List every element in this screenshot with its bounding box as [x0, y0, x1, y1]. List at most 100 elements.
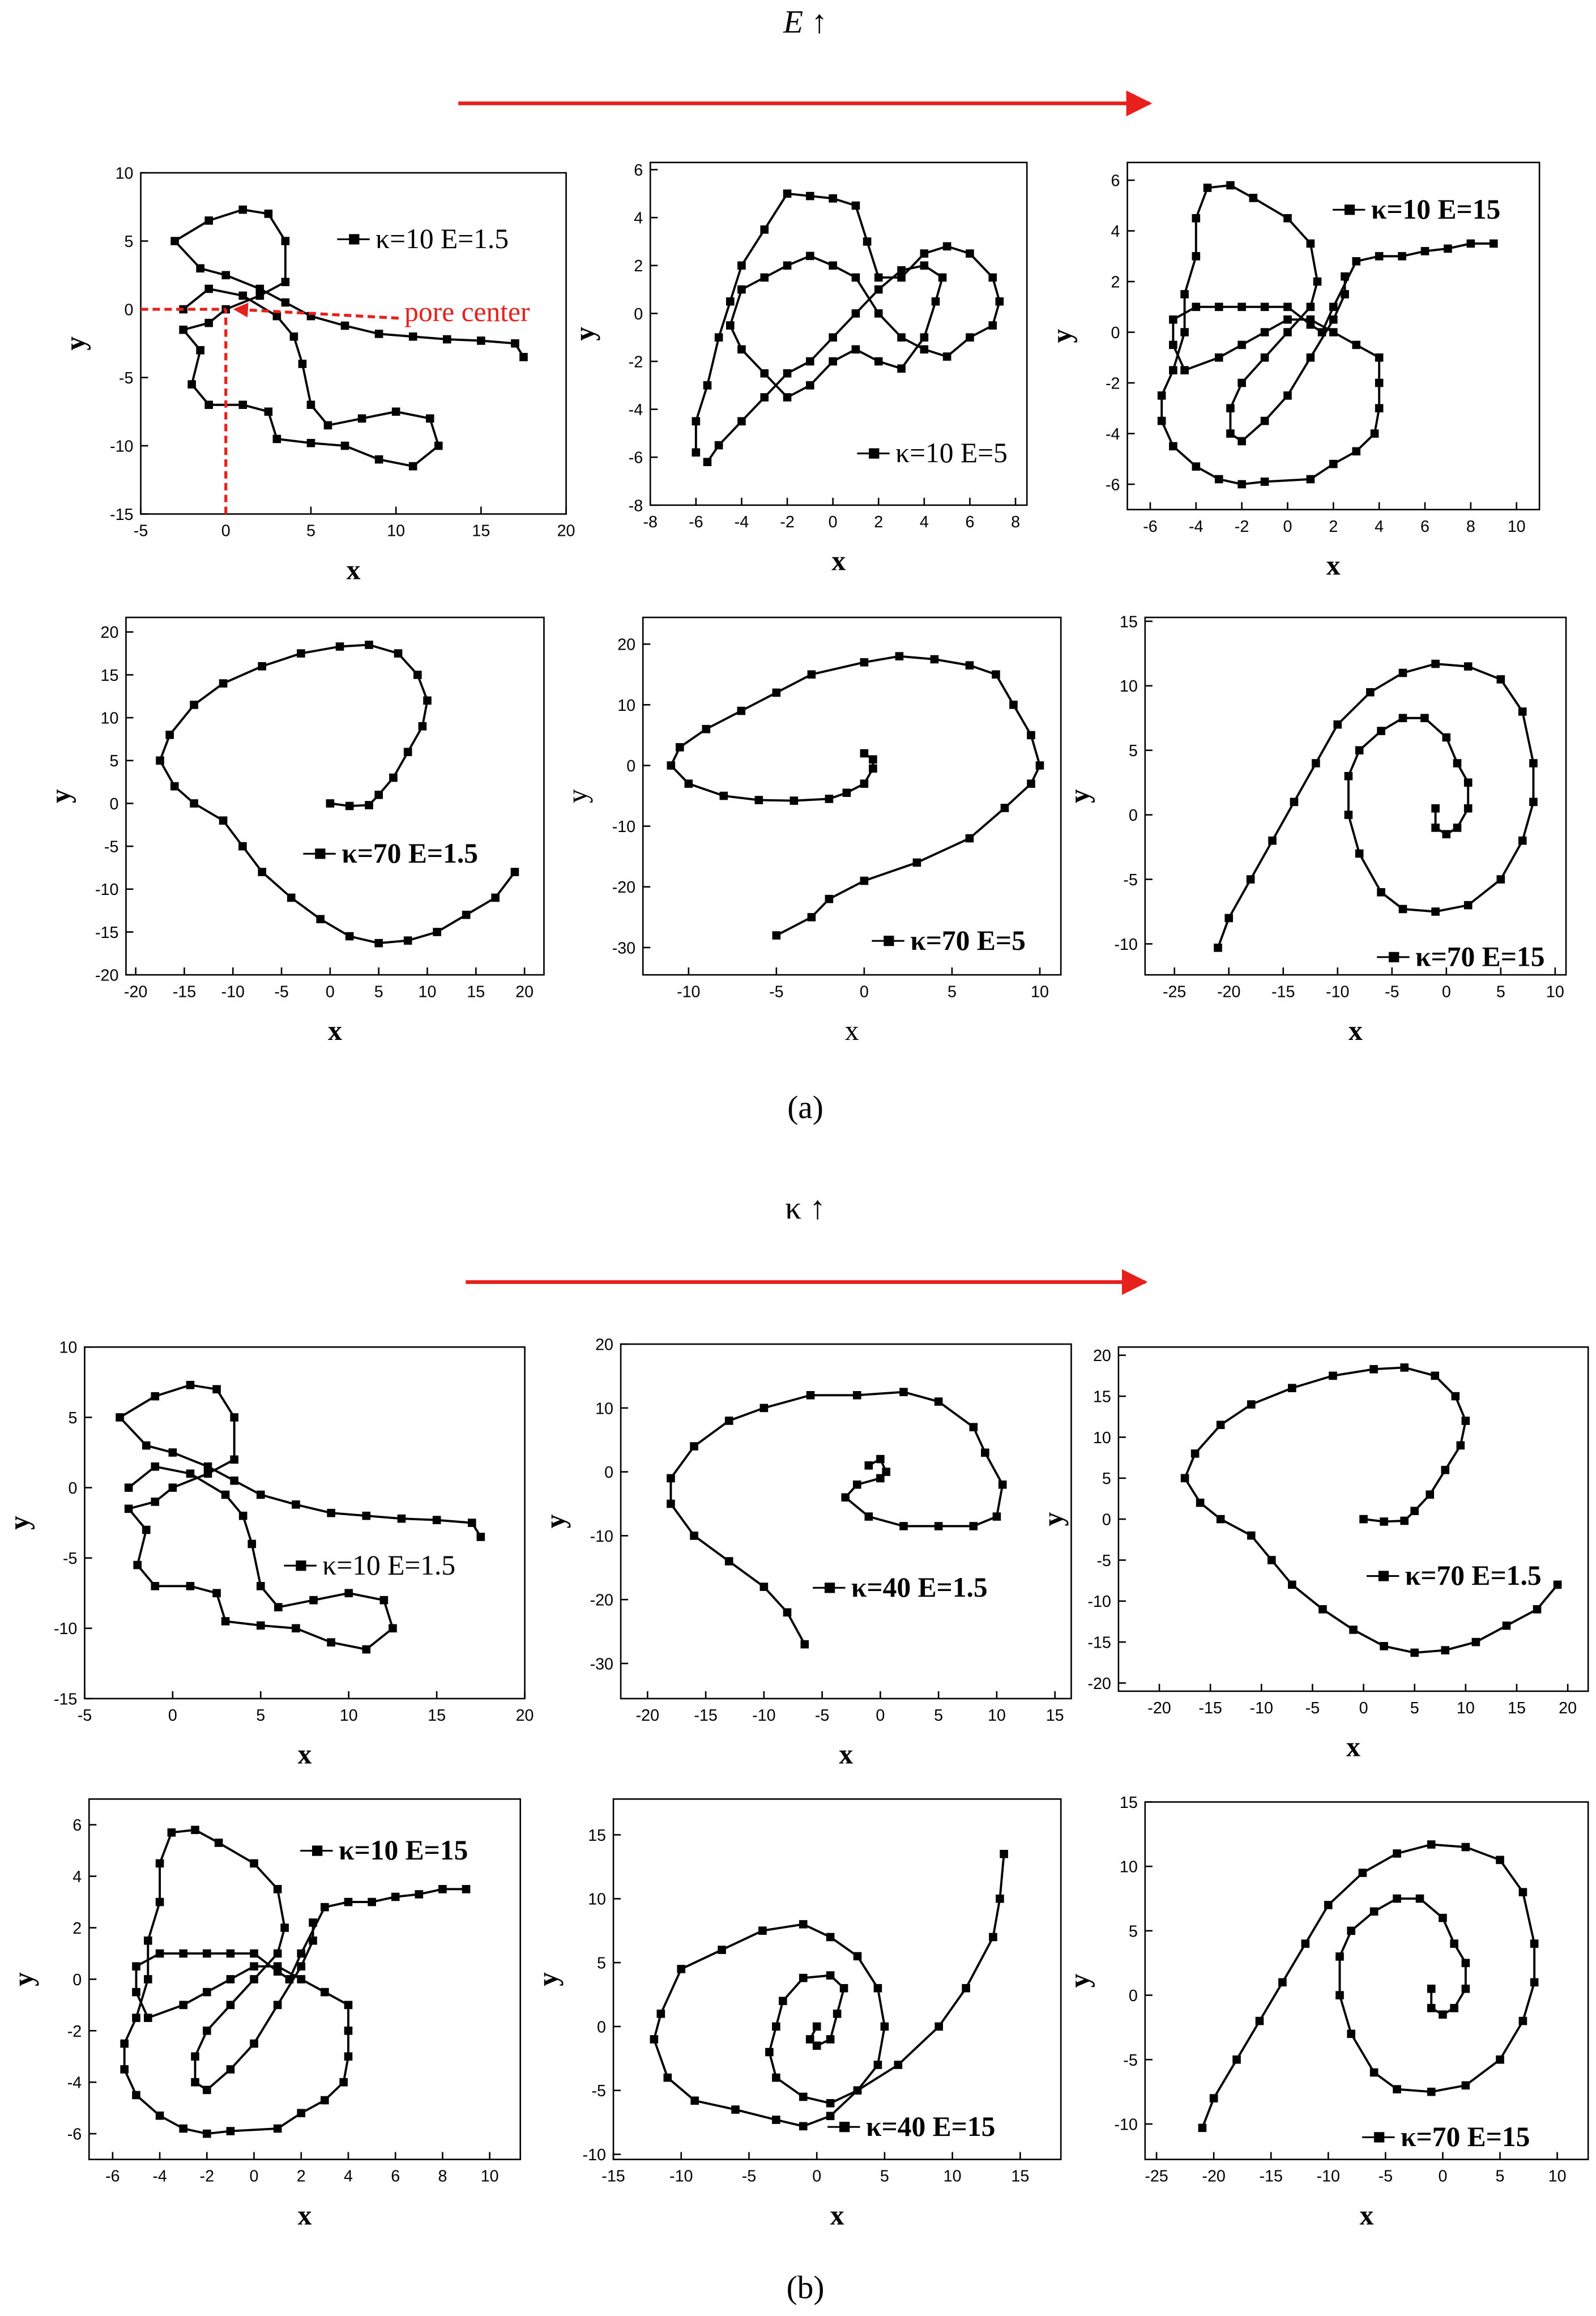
- point: [309, 1918, 317, 1927]
- x-tick-label: 10: [481, 2168, 499, 2186]
- point: [389, 773, 398, 782]
- point: [298, 360, 307, 368]
- point: [942, 242, 951, 251]
- point: [438, 1885, 447, 1893]
- point: [1180, 366, 1189, 374]
- point: [191, 2078, 199, 2087]
- point: [1290, 797, 1299, 807]
- point: [684, 779, 693, 788]
- y-tick-label: -30: [590, 1655, 613, 1673]
- point: [772, 931, 781, 940]
- point: [1329, 459, 1338, 468]
- point: [1444, 244, 1452, 253]
- x-tick-label: -15: [173, 983, 196, 1001]
- point: [255, 284, 264, 293]
- point: [1529, 759, 1538, 767]
- x-tick-label: 20: [557, 522, 575, 540]
- point: [230, 1455, 238, 1464]
- point: [860, 876, 869, 885]
- y-tick-label: 2: [634, 257, 643, 275]
- point: [851, 345, 860, 354]
- point: [1157, 416, 1166, 425]
- point: [1453, 824, 1462, 832]
- y-tick-label: 0: [1102, 1511, 1111, 1529]
- point: [292, 1500, 300, 1509]
- point: [345, 801, 354, 811]
- point: [258, 662, 267, 671]
- plot-frame: [1117, 1346, 1589, 1692]
- point: [876, 1455, 885, 1464]
- x-tick-label: -20: [1202, 2168, 1225, 2186]
- x-axis-label: x: [298, 2199, 312, 2230]
- point: [1249, 194, 1258, 202]
- point: [737, 261, 746, 270]
- x-tick-label: 6: [1420, 518, 1429, 536]
- point: [1180, 328, 1189, 336]
- point: [829, 357, 837, 366]
- point: [719, 791, 728, 800]
- point: [425, 414, 434, 423]
- point: [1366, 688, 1375, 697]
- y-axis-label: y: [8, 1972, 39, 1986]
- point: [869, 755, 877, 764]
- point: [289, 332, 298, 341]
- point: [365, 801, 373, 809]
- y-tick-label: -6: [629, 449, 643, 467]
- point: [1420, 714, 1429, 723]
- x-tick-label: 5: [1410, 1699, 1419, 1717]
- point: [1192, 252, 1201, 261]
- x-tick-label: -5: [78, 1707, 92, 1725]
- point: [124, 1504, 133, 1513]
- point: [692, 417, 701, 426]
- y-tick-label: 10: [59, 1339, 77, 1357]
- point: [806, 1391, 815, 1400]
- point: [335, 642, 344, 651]
- point: [394, 649, 403, 658]
- point: [408, 332, 417, 341]
- point: [841, 1493, 850, 1502]
- point: [899, 1522, 908, 1530]
- point: [826, 2112, 835, 2121]
- x-axis-label: x: [1360, 2199, 1374, 2230]
- point: [880, 2022, 889, 2031]
- point: [779, 1997, 787, 2006]
- point: [1335, 1952, 1344, 1961]
- point: [772, 688, 781, 697]
- x-tick-label: 10: [1457, 1699, 1475, 1717]
- legend-marker: [1344, 204, 1355, 215]
- point: [899, 1388, 908, 1396]
- point: [759, 1404, 769, 1413]
- point: [931, 297, 940, 306]
- y-tick-label: 15: [101, 667, 119, 685]
- point: [1518, 2016, 1527, 2025]
- point: [806, 357, 814, 366]
- point: [1214, 302, 1223, 312]
- point: [981, 1448, 989, 1457]
- point: [1461, 2081, 1470, 2090]
- y-tick-label: 5: [1129, 1922, 1138, 1940]
- x-tick-label: -4: [152, 2168, 167, 2186]
- point: [143, 1936, 152, 1945]
- point: [1471, 1637, 1480, 1647]
- x-tick-label: 0: [812, 2168, 821, 2186]
- point: [829, 333, 837, 342]
- point: [1209, 2094, 1218, 2102]
- point: [203, 2027, 211, 2035]
- point: [1268, 1556, 1276, 1564]
- x-tick-label: 10: [1546, 983, 1564, 1001]
- point: [1427, 1984, 1436, 1993]
- point: [1442, 830, 1451, 839]
- point: [1463, 778, 1473, 787]
- point: [238, 1511, 247, 1520]
- y-tick-label: -15: [1087, 1634, 1111, 1652]
- x-tick-label: -10: [221, 983, 245, 1001]
- y-tick-label: -10: [95, 881, 118, 899]
- point: [280, 1923, 289, 1932]
- point: [219, 679, 228, 688]
- y-tick-label: -10: [1087, 1593, 1111, 1611]
- y-tick-label: -5: [591, 2082, 606, 2100]
- y-tick-label: -10: [54, 1620, 77, 1638]
- x-tick-label: 0: [860, 983, 869, 1001]
- plot-frame: [1144, 1801, 1589, 2160]
- y-tick-label: 4: [1111, 223, 1120, 241]
